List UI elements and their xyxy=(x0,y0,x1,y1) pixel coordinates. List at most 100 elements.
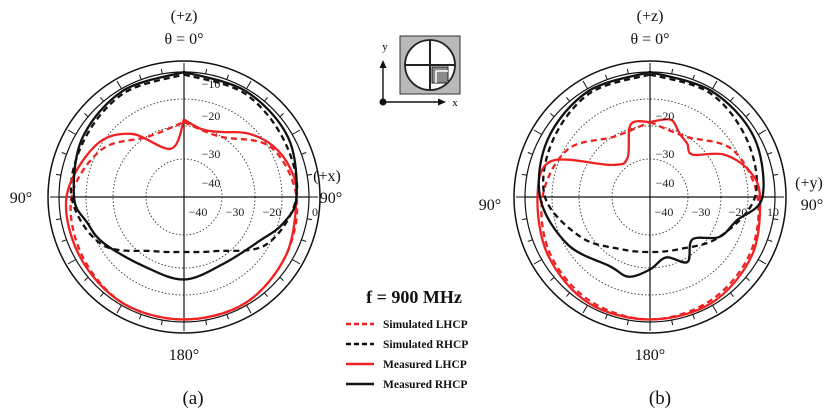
svg-text:y: y xyxy=(382,41,388,53)
degree-tick xyxy=(116,80,122,89)
degree-tick xyxy=(84,276,89,281)
degree-tick xyxy=(692,74,695,80)
degree-tick xyxy=(160,68,163,74)
degree-tick xyxy=(67,259,76,265)
degree-tick xyxy=(550,113,555,118)
h-tick-label-a: −40 xyxy=(189,205,208,219)
degree-tick xyxy=(301,239,307,242)
degree-tick xyxy=(626,320,629,326)
degree-tick xyxy=(84,113,89,118)
degree-ticks-a xyxy=(50,63,318,331)
degree-tick xyxy=(729,97,734,102)
degree-tick xyxy=(279,276,284,281)
panel-label-b: (b) xyxy=(649,388,671,409)
degree-tick xyxy=(55,218,61,221)
degree-tick xyxy=(527,239,533,242)
degree-tick xyxy=(116,305,122,314)
degree-tick xyxy=(712,305,718,314)
h-tick-label-a: −20 xyxy=(263,205,282,219)
degree-tick xyxy=(263,292,268,297)
degree-tick xyxy=(533,259,542,265)
degree-tick xyxy=(745,276,750,281)
side-axis-label-b: (+y) xyxy=(795,175,823,192)
degree-tick xyxy=(301,152,307,155)
r-tick-label-a: −40 xyxy=(202,176,221,190)
degree-tick xyxy=(521,218,527,221)
degree-tick xyxy=(67,129,76,135)
degree-tick xyxy=(767,152,773,155)
degree-tick xyxy=(605,314,608,320)
degree-tick xyxy=(100,97,105,102)
polar-grid-a xyxy=(47,60,321,334)
degree-tick xyxy=(246,80,252,89)
top-axis-label-b: (+z) xyxy=(637,8,664,25)
degree-tick xyxy=(521,173,527,176)
degree-tick xyxy=(55,173,61,176)
degree-tick xyxy=(61,152,67,155)
degree-tick xyxy=(205,68,208,74)
degree-ticks-b xyxy=(516,63,784,331)
legend-label: Measured RHCP xyxy=(383,379,467,391)
degree-tick xyxy=(139,74,142,80)
left-angle-label-b: 90° xyxy=(479,197,501,214)
h-tick-label-b: −20 xyxy=(729,205,748,219)
degree-tick xyxy=(671,320,674,326)
degree-tick xyxy=(139,314,142,320)
top-axis-label-a: (+z) xyxy=(171,8,198,25)
h-tick-label-b: −40 xyxy=(655,205,674,219)
degree-tick xyxy=(767,239,773,242)
degree-tick xyxy=(533,129,542,135)
right-angle-label-b: 90° xyxy=(801,197,823,214)
legend: f = 900 MHz Simulated LHCP Simulated RHC… xyxy=(346,287,468,391)
degree-tick xyxy=(566,292,571,297)
degree-tick xyxy=(307,173,313,176)
top-angle-label-a: θ = 0° xyxy=(164,31,203,48)
series-line-simulated-lhcp xyxy=(540,120,760,321)
degree-tick xyxy=(745,113,750,118)
r-tick-label-a: −10 xyxy=(202,77,221,91)
polar-plot-b: (+z) θ = 0° (+y) 90° 90° 180° −20 −30 −4… xyxy=(479,8,823,409)
r-tick-label-b: −30 xyxy=(656,147,675,161)
degree-tick xyxy=(671,68,674,74)
r-tick-label-b: −20 xyxy=(656,109,675,123)
degree-tick xyxy=(226,74,229,80)
left-angle-label-a: 90° xyxy=(10,190,32,207)
degree-tick xyxy=(246,305,252,314)
degree-tick xyxy=(566,97,571,102)
r-tick-label-a: −20 xyxy=(202,109,221,123)
legend-label: Simulated RHCP xyxy=(383,339,468,351)
degree-tick xyxy=(307,218,313,221)
degree-tick xyxy=(582,80,588,89)
degree-tick xyxy=(729,292,734,297)
degree-tick xyxy=(692,314,695,320)
legend-label: Simulated LHCP xyxy=(383,319,468,331)
degree-tick xyxy=(550,276,555,281)
degree-tick xyxy=(100,292,105,297)
frequency-label: f = 900 MHz xyxy=(366,287,462,307)
polar-grid-b xyxy=(513,60,787,334)
series-line-simulated-lhcp xyxy=(69,120,299,321)
series-group-b xyxy=(536,70,765,321)
polar-plot-a: (+z) θ = 0° (+x) 90° 90° 180° −10 −20 −3… xyxy=(10,8,342,409)
degree-tick xyxy=(605,74,608,80)
degree-tick xyxy=(712,80,718,89)
degree-tick xyxy=(292,129,301,135)
degree-tick xyxy=(582,305,588,314)
series-line-measured-rhcp xyxy=(72,70,298,281)
series-line-measured-rhcp xyxy=(537,70,765,278)
h-tick-label-a: −30 xyxy=(226,205,245,219)
degree-tick xyxy=(626,68,629,74)
side-axis-label-a: (+x) xyxy=(313,168,341,185)
series-line-simulated-rhcp xyxy=(69,73,299,254)
h-tick-label-b: 10 xyxy=(767,205,779,219)
degree-tick xyxy=(758,259,767,265)
degree-tick xyxy=(226,314,229,320)
r-tick-label-a: −30 xyxy=(202,147,221,161)
antenna-icon xyxy=(399,35,461,95)
degree-tick xyxy=(61,239,67,242)
degree-tick xyxy=(205,320,208,326)
h-tick-label-b: −30 xyxy=(692,205,711,219)
degree-tick xyxy=(263,97,268,102)
series-line-measured-lhcp xyxy=(536,118,762,321)
